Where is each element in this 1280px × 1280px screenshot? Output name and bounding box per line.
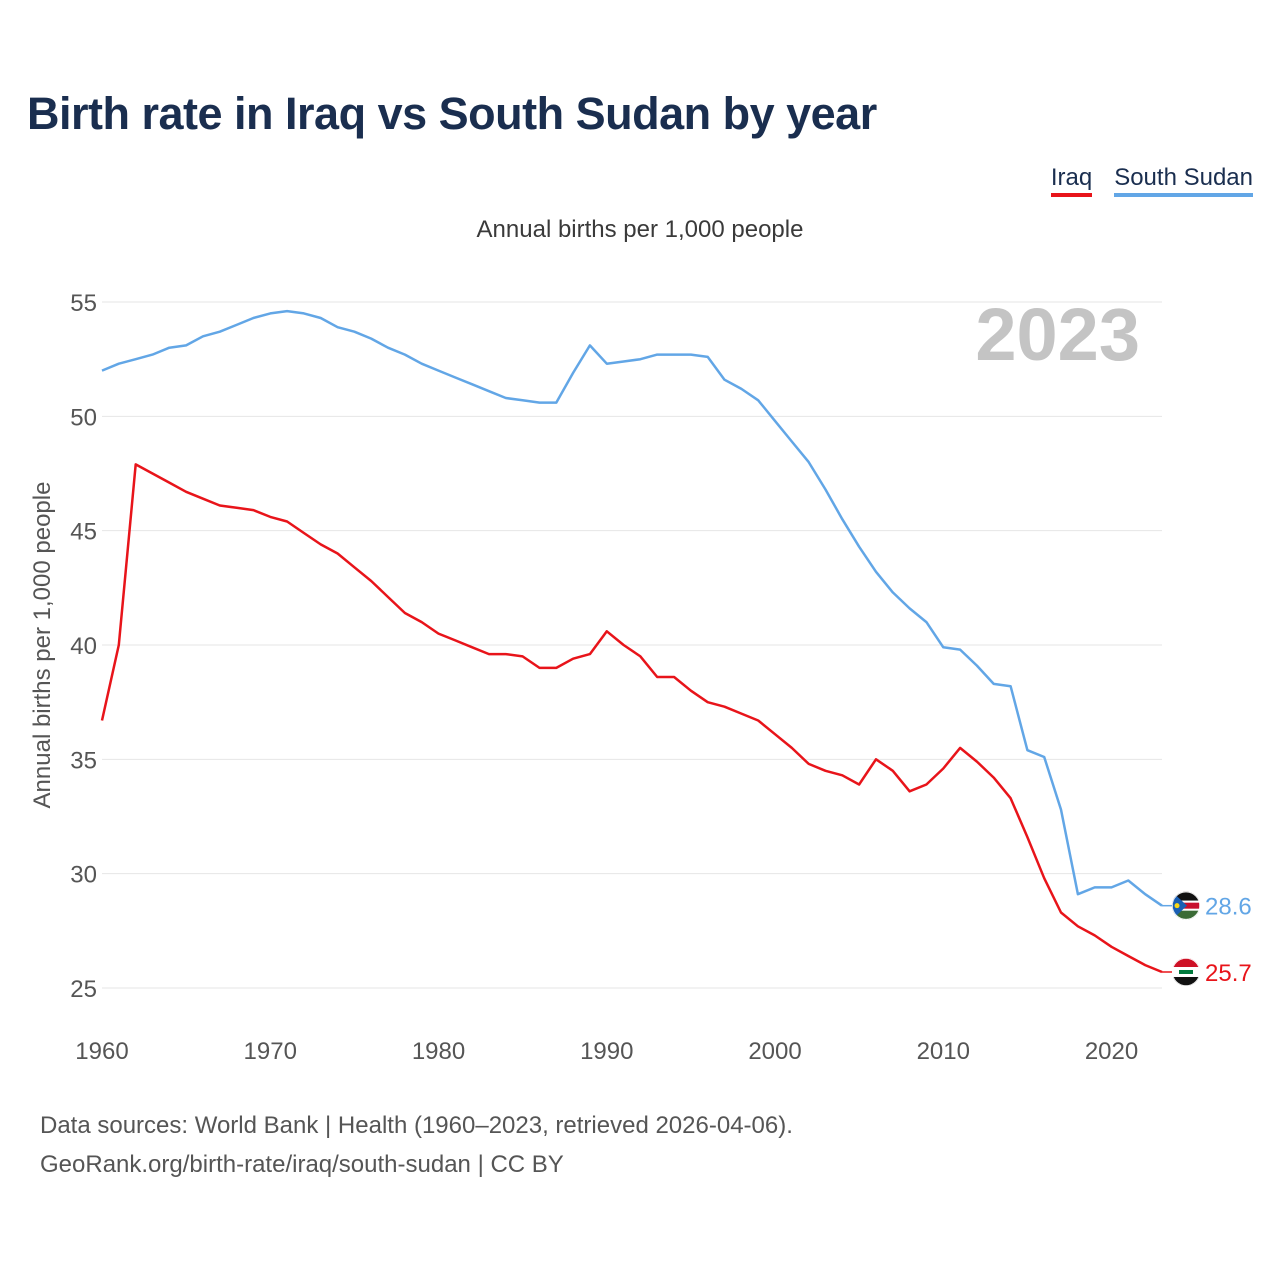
series-line-south-sudan xyxy=(101,309,1163,907)
x-tick-label-1990: 1990 xyxy=(580,1038,633,1065)
x-tick-label-2010: 2010 xyxy=(917,1038,970,1065)
y-tick-label-50: 50 xyxy=(70,404,97,431)
year-label: 2023 xyxy=(975,293,1140,376)
series-line-iraq xyxy=(100,463,1163,974)
series-points-iraq xyxy=(101,464,1163,973)
chart-subtitle: Annual births per 1,000 people xyxy=(476,216,804,243)
y-tick-label-55: 55 xyxy=(70,290,97,317)
x-tick-label-1980: 1980 xyxy=(412,1038,465,1065)
end-value-label-south-sudan: 28.6 xyxy=(1205,894,1252,921)
y-tick-label-45: 45 xyxy=(70,519,97,546)
x-tick-label-2020: 2020 xyxy=(1085,1038,1138,1065)
y-tick-label-25: 25 xyxy=(70,976,97,1003)
x-tick-label-2000: 2000 xyxy=(748,1038,801,1065)
chart-title: Birth rate in Iraq vs South Sudan by yea… xyxy=(27,88,877,139)
legend-item-iraq[interactable]: Iraq xyxy=(1050,164,1093,197)
end-value-label-iraq: 25.7 xyxy=(1205,960,1252,987)
y-tick-label-40: 40 xyxy=(70,633,97,660)
iraq-flag-icon xyxy=(1172,957,1200,986)
legend: Iraq South Sudan xyxy=(1050,164,1253,197)
footer-sources: Data sources: World Bank | Health (1960–… xyxy=(40,1112,793,1139)
footer: Data sources: World Bank | Health (1960–… xyxy=(40,1106,793,1184)
y-axis-label: Annual births per 1,000 people xyxy=(29,482,56,809)
legend-item-south-sudan[interactable]: South Sudan xyxy=(1114,164,1253,197)
x-tick-label-1960: 1960 xyxy=(75,1038,128,1065)
series-points-south-sudan xyxy=(101,311,1163,906)
south-sudan-flag-icon xyxy=(1172,891,1200,920)
x-tick-label-1970: 1970 xyxy=(244,1038,297,1065)
y-tick-label-35: 35 xyxy=(70,747,97,774)
footer-credit[interactable]: GeoRank.org/birth-rate/iraq/south-sudan … xyxy=(40,1151,564,1178)
y-tick-label-30: 30 xyxy=(70,862,97,889)
